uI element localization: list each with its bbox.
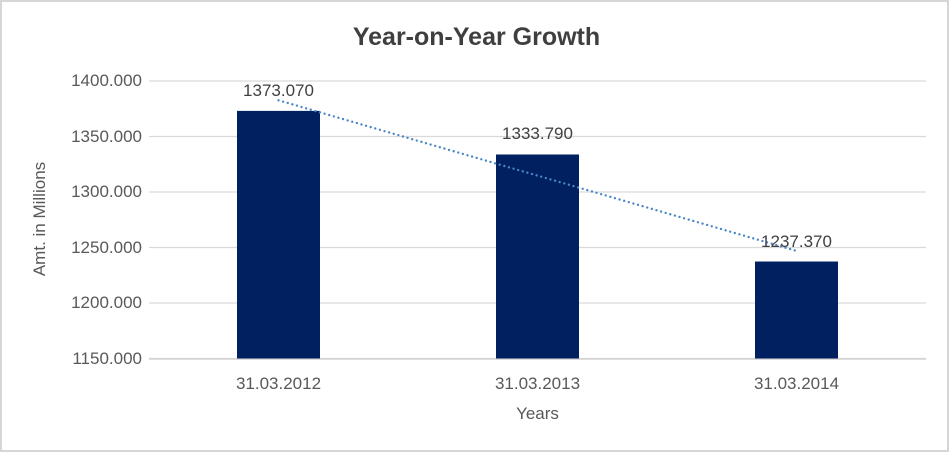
y-axis-title: Amt. in Millions (30, 161, 49, 277)
x-tick-label: 31.03.2013 (494, 374, 581, 393)
y-tick-label: 1150.000 (72, 348, 142, 368)
y-tick-label: 1400.000 (71, 71, 142, 90)
data-label: 1237.370 (761, 231, 832, 251)
x-tick-label: 31.03.2012 (235, 374, 322, 393)
y-tick-label: 1250.000 (71, 237, 142, 257)
bar-31.03.2013 (496, 154, 579, 359)
y-tick-label: 1200.000 (71, 293, 142, 312)
bar-31.03.2014 (755, 261, 838, 359)
data-label: 1373.070 (243, 80, 314, 100)
x-tick-label: 31.03.2014 (753, 374, 840, 393)
y-tick-label: 1300.000 (71, 182, 142, 201)
x-axis-title: Years (516, 404, 559, 423)
chart-title: Year-on-Year Growth (352, 23, 601, 51)
y-tick-label: 1350.000 (71, 126, 142, 146)
bar-31.03.2012 (237, 110, 320, 359)
trendline (277, 99, 798, 253)
data-label: 1333.790 (502, 124, 573, 144)
